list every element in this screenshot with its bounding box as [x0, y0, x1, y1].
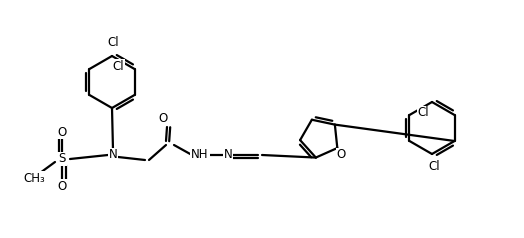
Text: N: N — [224, 149, 232, 162]
Text: CH₃: CH₃ — [23, 172, 45, 184]
Text: O: O — [158, 111, 168, 124]
Text: N: N — [108, 149, 117, 162]
Text: Cl: Cl — [418, 106, 429, 119]
Text: O: O — [57, 179, 67, 193]
Text: Cl: Cl — [107, 36, 119, 50]
Text: NH: NH — [191, 149, 209, 162]
Text: O: O — [337, 149, 346, 162]
Text: Cl: Cl — [113, 60, 124, 73]
Text: S: S — [58, 153, 66, 165]
Text: O: O — [57, 125, 67, 139]
Text: Cl: Cl — [428, 160, 440, 174]
